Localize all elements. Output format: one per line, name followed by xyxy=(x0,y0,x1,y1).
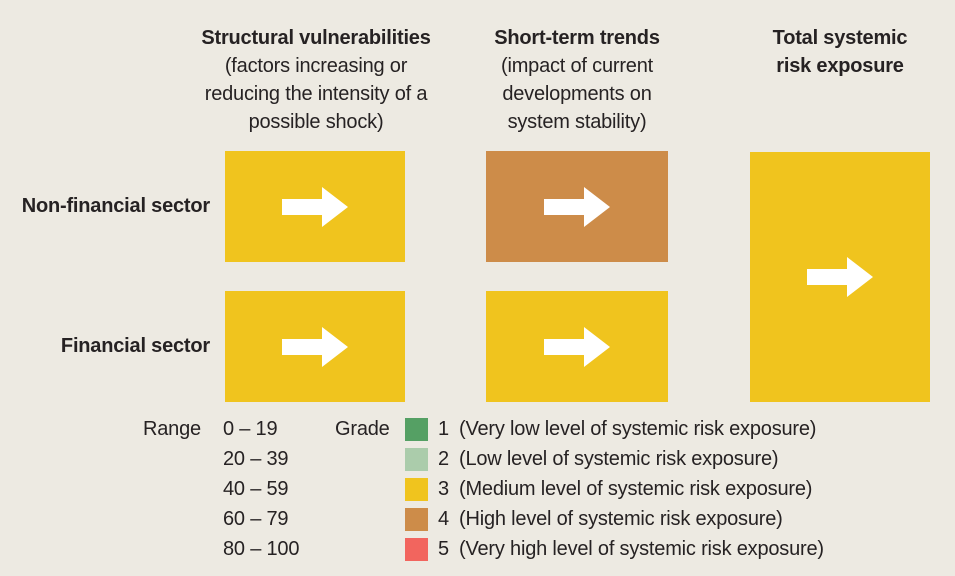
legend-grade-description: (High level of systemic risk exposure) xyxy=(459,508,783,530)
legend-grade-description: (Very low level of systemic risk exposur… xyxy=(459,418,817,440)
column-title: Short-term trends xyxy=(494,27,660,49)
column-header-short-term: Short-term trends (impact of current dev… xyxy=(437,24,717,136)
right-arrow-icon xyxy=(282,186,348,227)
legend-range-label: Range xyxy=(143,418,201,440)
legend-row: 80 – 100 5 (Very high level of systemic … xyxy=(0,534,955,564)
legend-swatch-grade-4 xyxy=(405,508,428,531)
legend-grade-description: (Low level of systemic risk exposure) xyxy=(459,448,779,470)
legend-range-value: 40 – 59 xyxy=(223,478,289,500)
legend-range-value: 60 – 79 xyxy=(223,508,289,530)
legend-grade-number: 1 xyxy=(438,418,449,440)
legend-swatch-grade-5 xyxy=(405,538,428,561)
legend-swatch-grade-1 xyxy=(405,418,428,441)
legend-swatch-grade-3 xyxy=(405,478,428,501)
legend-grade-number: 4 xyxy=(438,508,449,530)
right-arrow-icon xyxy=(807,257,873,297)
right-arrow-icon xyxy=(544,186,610,227)
legend-grade-number: 2 xyxy=(438,448,449,470)
column-header-total: Total systemic risk exposure xyxy=(700,24,955,80)
legend-swatch-grade-2 xyxy=(405,448,428,471)
legend-range-value: 0 – 19 xyxy=(223,418,278,440)
right-arrow-icon xyxy=(544,326,610,367)
legend-row: 60 – 79 4 (High level of systemic risk e… xyxy=(0,504,955,534)
row-label-non-financial-sector: Non-financial sector xyxy=(21,195,210,217)
right-arrow-icon xyxy=(282,326,348,367)
legend-grade-number: 5 xyxy=(438,538,449,560)
cell-non-financial-short-term xyxy=(486,151,668,262)
column-subtitle: (factors increasing or reducing the inte… xyxy=(204,55,428,133)
cell-financial-structural xyxy=(225,291,405,402)
column-title: Structural vulnerabilities xyxy=(201,27,431,49)
legend-grade-description: (Medium level of systemic risk exposure) xyxy=(459,478,813,500)
legend-grade-number: 3 xyxy=(438,478,449,500)
legend-range-value: 20 – 39 xyxy=(223,448,289,470)
legend-row: 40 – 59 3 (Medium level of systemic risk… xyxy=(0,474,955,504)
legend-row: 20 – 39 2 (Low level of systemic risk ex… xyxy=(0,444,955,474)
column-header-structural: Structural vulnerabilities (factors incr… xyxy=(176,24,456,136)
row-label-financial-sector: Financial sector xyxy=(60,335,210,357)
legend: Range 0 – 19 Grade 1 (Very low level of … xyxy=(0,414,955,564)
cell-financial-short-term xyxy=(486,291,668,402)
legend-grade-label: Grade xyxy=(335,418,390,440)
column-subtitle: (impact of current developments on syste… xyxy=(500,55,653,133)
cell-total-systemic-risk xyxy=(750,152,930,402)
column-title: Total systemic risk exposure xyxy=(772,27,908,77)
legend-range-value: 80 – 100 xyxy=(223,538,300,560)
legend-row: Range 0 – 19 Grade 1 (Very low level of … xyxy=(0,414,955,444)
legend-grade-description: (Very high level of systemic risk exposu… xyxy=(459,538,824,560)
cell-non-financial-structural xyxy=(225,151,405,262)
